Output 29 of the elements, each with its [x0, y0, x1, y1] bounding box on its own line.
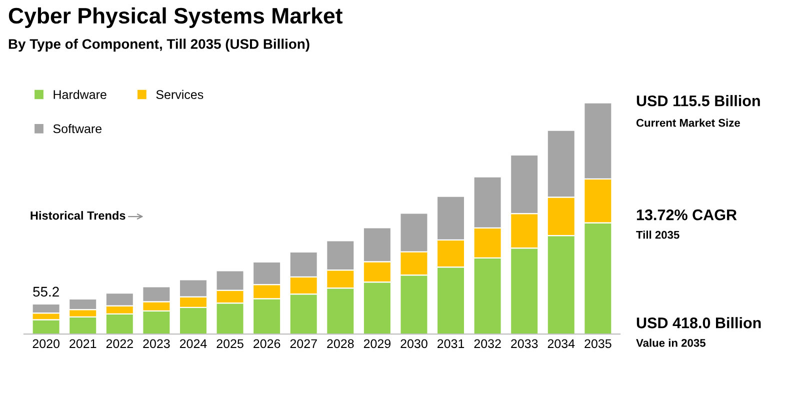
- x-tick-label: 2020: [32, 339, 60, 348]
- x-tick-label: 2030: [400, 339, 428, 348]
- x-tick-label: 2025: [216, 339, 244, 348]
- x-tick-label: 2034: [548, 339, 575, 348]
- text: Current Market Size: [636, 118, 740, 127]
- text: 13.72% CAGR: [636, 209, 737, 220]
- x-tick-label: 2021: [70, 339, 96, 348]
- legend-label: Services: [156, 90, 204, 100]
- text: USD 115.5 Billion: [636, 95, 760, 106]
- x-tick-label: 2024: [180, 339, 207, 348]
- x-tick-label: 2023: [143, 339, 170, 348]
- x-tick-label: 2035: [584, 339, 612, 348]
- chart-subtitle: By Type of Component, Till 2035 (USD Billion): [8, 38, 310, 52]
- x-tick-label: 2029: [364, 339, 390, 348]
- x-tick-label: 2026: [254, 339, 280, 348]
- x-tick-label: 2032: [474, 339, 501, 348]
- legend-label: Software: [53, 124, 102, 134]
- text: Value in 2035: [636, 338, 706, 347]
- annotation: 55.2: [33, 286, 59, 297]
- text: USD 418.0 Billion: [636, 317, 761, 328]
- x-tick-label: 2028: [327, 339, 354, 348]
- x-tick-label: 2031: [437, 339, 464, 348]
- x-tick-label: 2022: [106, 339, 133, 348]
- annotation: Historical Trends: [30, 211, 126, 220]
- text: Till 2035: [636, 230, 680, 239]
- x-tick-label: 2033: [511, 339, 538, 348]
- legend-label: Hardware: [54, 90, 106, 100]
- chart-title: Cyber Physical Systems Market: [8, 7, 342, 28]
- x-tick-label: 2027: [290, 339, 317, 348]
